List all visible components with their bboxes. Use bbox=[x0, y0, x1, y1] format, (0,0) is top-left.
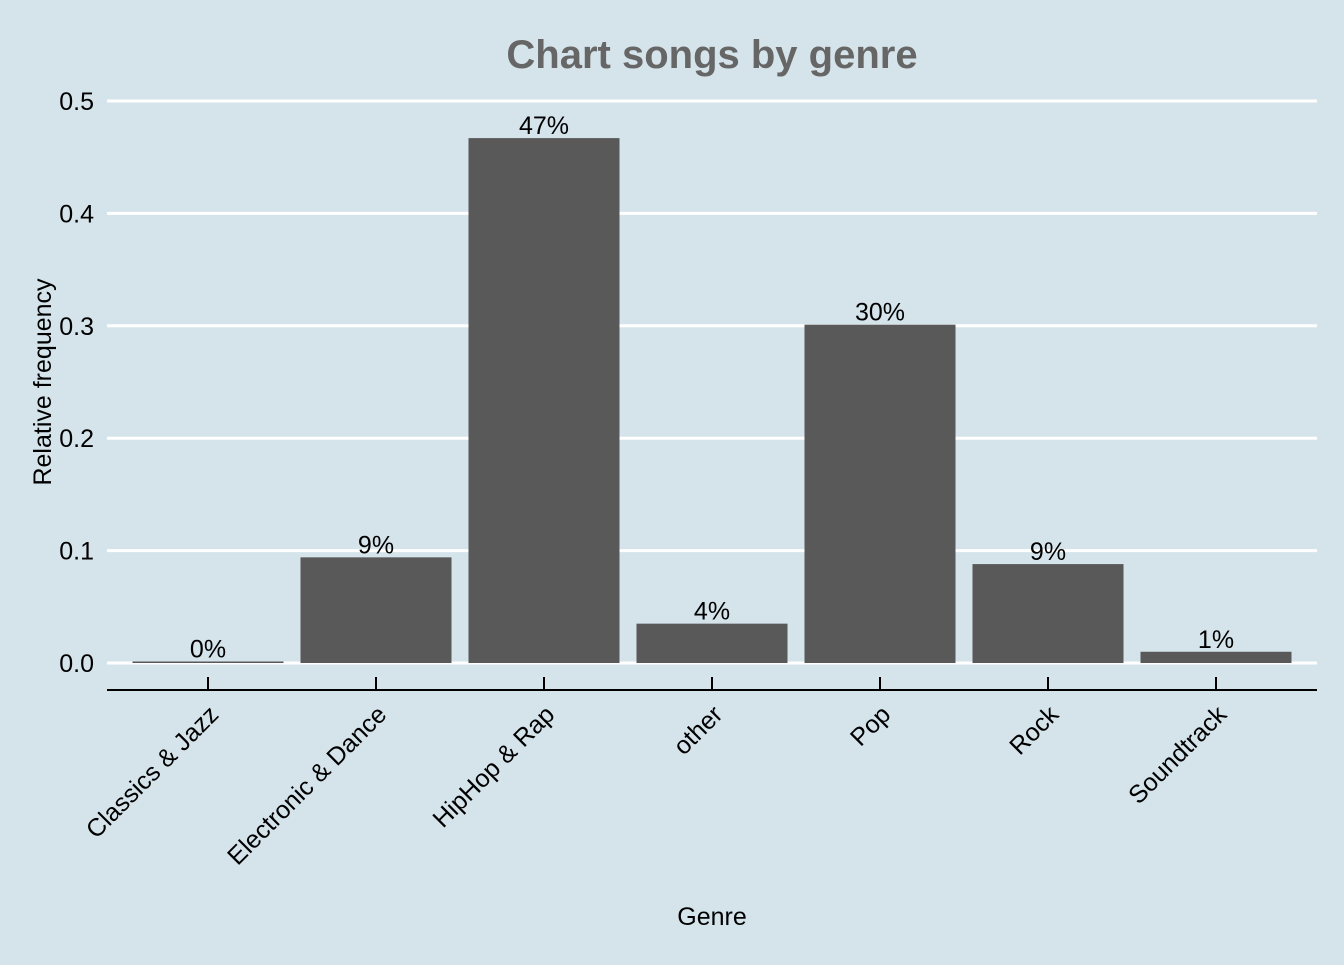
y-tick-label: 0.3 bbox=[59, 313, 94, 341]
bar bbox=[300, 557, 452, 663]
gridlines bbox=[107, 99, 1317, 665]
data-label: 9% bbox=[358, 531, 394, 559]
bar bbox=[636, 623, 788, 663]
x-tick-label: other bbox=[668, 700, 728, 760]
data-label: 0% bbox=[190, 636, 226, 664]
x-axis-title: Genre bbox=[677, 903, 746, 931]
data-label: 47% bbox=[519, 112, 569, 140]
data-label: 4% bbox=[694, 598, 730, 626]
x-tick-label: Classics & Jazz bbox=[81, 700, 225, 844]
bar bbox=[132, 661, 284, 663]
y-axis-title: Relative frequency bbox=[29, 278, 57, 486]
x-tick-label: HipHop & Rap bbox=[427, 700, 560, 833]
x-tick-label: Pop bbox=[845, 700, 896, 751]
y-tick-label: 0.4 bbox=[59, 200, 94, 228]
data-label: 1% bbox=[1198, 626, 1234, 654]
bar bbox=[1140, 651, 1292, 663]
x-tick-label: Electronic & Dance bbox=[222, 700, 392, 870]
bar bbox=[972, 564, 1124, 663]
data-labels: 0% 9% 47% 4% 30% 9% 1% bbox=[190, 112, 1234, 663]
chart-title: Chart songs by genre bbox=[506, 33, 917, 77]
x-tick-label: Rock bbox=[1004, 700, 1064, 760]
y-tick-label: 0.1 bbox=[59, 538, 94, 566]
bar bbox=[804, 324, 956, 663]
y-tick-label: 0.5 bbox=[59, 88, 94, 116]
data-label: 9% bbox=[1030, 538, 1066, 566]
y-tick-label: 0.0 bbox=[59, 650, 94, 678]
x-tick-label: Soundtrack bbox=[1123, 700, 1233, 810]
data-label: 30% bbox=[855, 299, 905, 327]
bars bbox=[132, 138, 1292, 664]
y-axis-ticks: 0.0 0.1 0.2 0.3 0.4 0.5 bbox=[59, 88, 94, 678]
y-tick-label: 0.2 bbox=[59, 425, 94, 453]
bar bbox=[468, 138, 620, 664]
